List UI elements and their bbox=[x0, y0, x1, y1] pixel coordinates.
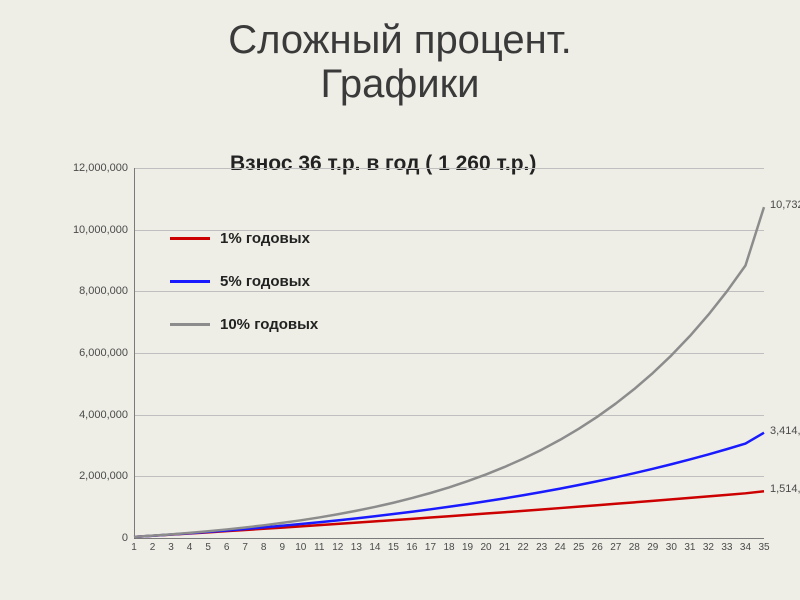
series-end-label: 10,732,565 bbox=[770, 199, 800, 211]
x-tick-label: 17 bbox=[425, 542, 436, 553]
x-tick-label: 3 bbox=[168, 542, 174, 553]
series-end-label: 3,414,108 bbox=[770, 425, 800, 437]
x-tick-label: 27 bbox=[610, 542, 621, 553]
x-tick-label: 33 bbox=[721, 542, 732, 553]
x-tick-label: 32 bbox=[703, 542, 714, 553]
title-line-1: Сложный процент. bbox=[228, 18, 571, 62]
y-tick-label: 8,000,000 bbox=[79, 285, 128, 297]
x-tick-label: 8 bbox=[261, 542, 267, 553]
x-tick-label: 28 bbox=[629, 542, 640, 553]
x-tick-label: 4 bbox=[187, 542, 193, 553]
x-tick-label: 15 bbox=[388, 542, 399, 553]
legend-item: 5% годовых bbox=[170, 273, 318, 290]
legend-swatch bbox=[170, 323, 210, 326]
series-line bbox=[134, 433, 764, 537]
x-tick-label: 35 bbox=[758, 542, 769, 553]
x-tick-label: 7 bbox=[242, 542, 248, 553]
title-line-2: Графики bbox=[320, 62, 479, 106]
x-tick-label: 25 bbox=[573, 542, 584, 553]
x-tick-label: 30 bbox=[666, 542, 677, 553]
x-tick-label: 23 bbox=[536, 542, 547, 553]
x-tick-label: 26 bbox=[592, 542, 603, 553]
x-tick-label: 5 bbox=[205, 542, 211, 553]
legend-label: 5% годовых bbox=[220, 273, 310, 290]
compound-interest-chart: Взнос 36 т.р. в год ( 1 260 т.р.) 02,000… bbox=[60, 152, 780, 572]
y-tick-label: 4,000,000 bbox=[79, 409, 128, 421]
y-tick-label: 2,000,000 bbox=[79, 470, 128, 482]
x-tick-label: 16 bbox=[406, 542, 417, 553]
x-tick-label: 10 bbox=[295, 542, 306, 553]
legend-label: 1% годовых bbox=[220, 230, 310, 247]
x-tick-label: 6 bbox=[224, 542, 230, 553]
y-tick-label: 0 bbox=[122, 532, 128, 544]
legend-item: 10% годовых bbox=[170, 316, 318, 333]
legend-swatch bbox=[170, 237, 210, 240]
x-tick-label: 11 bbox=[314, 542, 324, 553]
x-tick-label: 34 bbox=[740, 542, 751, 553]
x-tick-label: 18 bbox=[443, 542, 454, 553]
y-tick-label: 10,000,000 bbox=[73, 224, 128, 236]
x-tick-label: 1 bbox=[131, 542, 137, 553]
x-tick-label: 24 bbox=[555, 542, 566, 553]
legend-swatch bbox=[170, 280, 210, 283]
page-title: Сложный процент. Графики bbox=[0, 0, 800, 106]
y-tick-label: 6,000,000 bbox=[79, 347, 128, 359]
x-tick-label: 13 bbox=[351, 542, 362, 553]
x-tick-label: 29 bbox=[647, 542, 658, 553]
y-tick-label: 12,000,000 bbox=[73, 162, 128, 174]
x-axis-line bbox=[134, 538, 764, 539]
series-end-label: 1,514,768 bbox=[770, 483, 800, 495]
x-tick-label: 31 bbox=[684, 542, 695, 553]
x-tick-label: 20 bbox=[480, 542, 491, 553]
x-tick-label: 22 bbox=[518, 542, 529, 553]
x-tick-label: 12 bbox=[332, 542, 343, 553]
x-tick-label: 21 bbox=[499, 542, 510, 553]
legend-label: 10% годовых bbox=[220, 316, 318, 333]
x-tick-label: 14 bbox=[369, 542, 380, 553]
x-tick-label: 19 bbox=[462, 542, 473, 553]
x-tick-label: 9 bbox=[279, 542, 285, 553]
legend-item: 1% годовых bbox=[170, 230, 318, 247]
chart-legend: 1% годовых 5% годовых 10% годовых bbox=[170, 230, 318, 359]
x-tick-label: 2 bbox=[150, 542, 156, 553]
